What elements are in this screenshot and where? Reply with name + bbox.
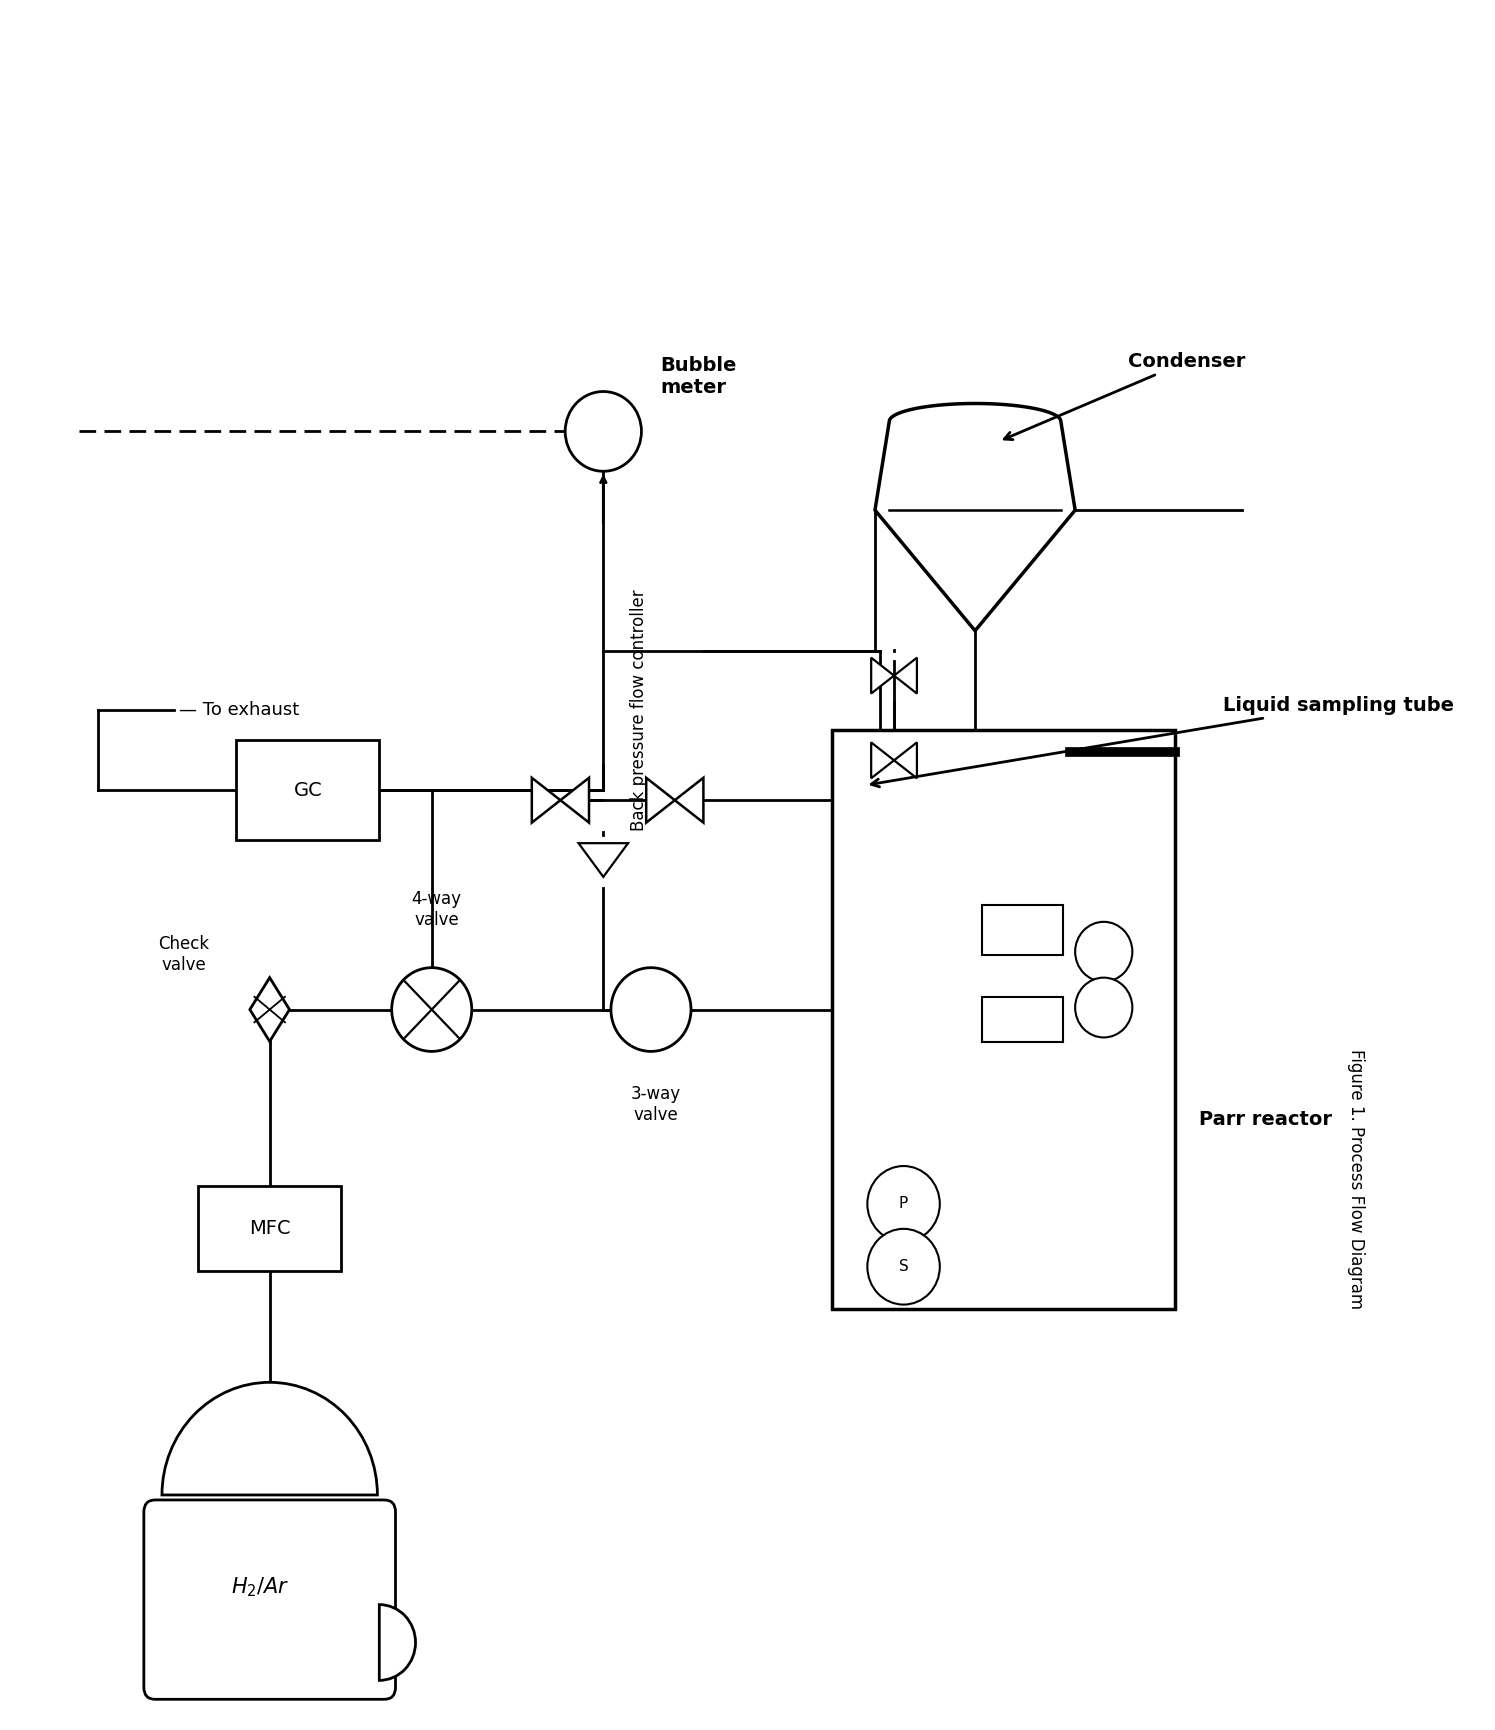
Text: S: S xyxy=(898,1259,909,1275)
Wedge shape xyxy=(161,1382,377,1495)
Text: Bubble
meter: Bubble meter xyxy=(661,356,737,398)
Text: Liquid sampling tube: Liquid sampling tube xyxy=(872,695,1455,787)
FancyBboxPatch shape xyxy=(144,1500,396,1699)
Bar xyxy=(833,730,1175,1308)
Wedge shape xyxy=(380,1605,416,1680)
Circle shape xyxy=(565,391,641,471)
Text: P: P xyxy=(898,1197,907,1211)
Text: Parr reactor: Parr reactor xyxy=(1199,1109,1332,1128)
Text: Check
valve: Check valve xyxy=(158,936,209,974)
Polygon shape xyxy=(674,778,703,823)
Bar xyxy=(982,905,1063,955)
Polygon shape xyxy=(646,778,674,823)
Polygon shape xyxy=(872,742,894,778)
Polygon shape xyxy=(894,742,916,778)
Circle shape xyxy=(1075,922,1132,981)
Circle shape xyxy=(1075,977,1132,1038)
Text: 3-way
valve: 3-way valve xyxy=(631,1085,680,1123)
Text: Figure 1. Process Flow Diagram: Figure 1. Process Flow Diagram xyxy=(1347,1048,1365,1310)
Polygon shape xyxy=(894,657,916,694)
Text: 4-way
valve: 4-way valve xyxy=(411,891,462,929)
Text: $H_2/Ar$: $H_2/Ar$ xyxy=(230,1576,290,1600)
Circle shape xyxy=(392,967,472,1052)
Text: Back pressure flow controller: Back pressure flow controller xyxy=(629,590,647,832)
Bar xyxy=(982,996,1063,1041)
Bar xyxy=(236,740,380,841)
Polygon shape xyxy=(561,778,589,823)
Polygon shape xyxy=(579,843,628,877)
Circle shape xyxy=(867,1228,940,1304)
Polygon shape xyxy=(875,403,1075,631)
Polygon shape xyxy=(250,977,290,1041)
Text: MFC: MFC xyxy=(248,1220,290,1239)
Text: GC: GC xyxy=(293,780,323,799)
Circle shape xyxy=(867,1166,940,1242)
Text: Condenser: Condenser xyxy=(1005,353,1245,439)
Polygon shape xyxy=(872,657,894,694)
Bar xyxy=(199,1187,341,1272)
Circle shape xyxy=(611,967,691,1052)
Polygon shape xyxy=(532,778,561,823)
Text: — To exhaust: — To exhaust xyxy=(179,701,299,720)
